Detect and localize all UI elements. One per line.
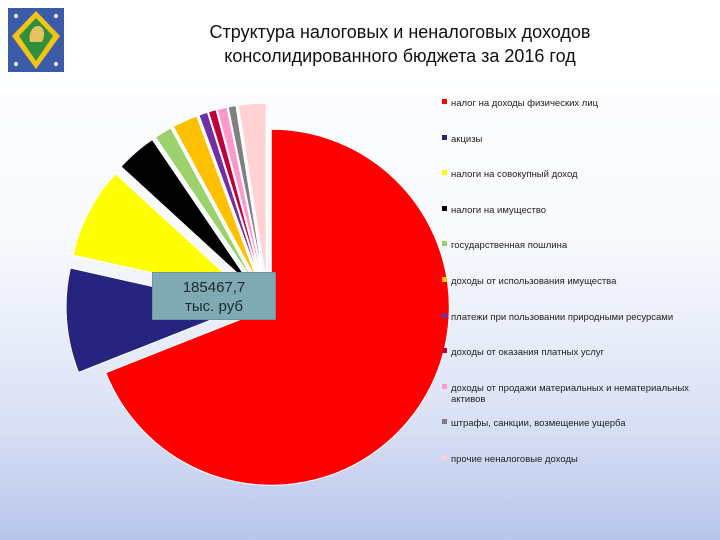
legend-item-3: налоги на совокупный доход	[442, 163, 712, 199]
legend-label: доходы от оказания платных услуг	[451, 347, 605, 359]
pie-slice-1	[105, 128, 450, 486]
pie-slice-4	[120, 138, 253, 288]
pie-slice-5	[154, 127, 256, 285]
legend-label: штрафы, санкции, возмещение ущерба	[451, 418, 626, 430]
legend-swatch	[442, 241, 447, 247]
legend-swatch	[442, 454, 447, 460]
legend-label: акцизы	[451, 133, 483, 145]
chart-title-line-1: Структура налоговых и неналоговых доходо…	[209, 22, 591, 42]
pie-slice-10	[227, 105, 265, 282]
legend-item-10: штрафы, санкции, возмещение ущерба	[442, 412, 712, 448]
legend-swatch	[442, 348, 447, 354]
legend-swatch	[442, 276, 447, 282]
pie-slice-3	[72, 172, 249, 295]
chart-title-line-2: консолидированного бюджета за 2016 год	[224, 46, 576, 66]
chart-title: Структура налоговых и неналоговых доходо…	[110, 20, 690, 68]
legend-swatch	[442, 419, 447, 425]
coat-of-arms-icon	[8, 8, 64, 72]
pie-slice-6	[172, 115, 259, 284]
pie-slice-7	[198, 111, 261, 283]
legend-label: налог на доходы физических лиц	[451, 98, 599, 109]
legend-label: налоги на совокупный доход	[451, 169, 578, 181]
legend-label: прочие неналоговые доходы	[451, 453, 578, 465]
legend-item-7: платежи при пользовании природными ресур…	[442, 306, 712, 342]
legend-label: государственная пошлина	[451, 240, 568, 252]
value-callout-unit: тыс. руб	[185, 298, 243, 315]
legend-label: налоги на имущество	[451, 204, 547, 216]
legend-swatch	[442, 99, 447, 104]
legend-item-4: налоги на имущество	[442, 199, 712, 235]
chart-legend: налог на доходы физических лиц акцизы нало…	[442, 92, 712, 484]
legend-item-11: прочие неналоговые доходы	[442, 448, 712, 484]
value-callout-number: 185467,7	[182, 279, 246, 296]
legend-swatch	[442, 134, 447, 140]
legend-swatch	[442, 383, 447, 389]
legend-label: доходы от продажи материальных и нематер…	[451, 382, 689, 405]
legend-swatch	[442, 170, 447, 176]
legend-item-8: доходы от оказания платных услуг	[442, 341, 712, 377]
pie-slice-8	[207, 109, 262, 283]
legend-item-5: государственная пошлина	[442, 234, 712, 270]
legend-item-6: доходы от использования имущества	[442, 270, 712, 306]
pie-slice-9	[216, 106, 264, 282]
pie-slice-11	[237, 102, 267, 282]
legend-item-9: доходы от продажи материальных и нематер…	[442, 377, 712, 413]
legend-label: доходы от использования имущества	[451, 275, 617, 287]
legend-swatch	[442, 312, 447, 318]
legend-item-2: акцизы	[442, 128, 712, 164]
pie-slice-2	[65, 267, 246, 374]
legend-item-1: налог на доходы физических лиц	[442, 92, 712, 128]
value-callout: 185467,7 тыс. руб	[152, 272, 276, 320]
legend-label: платежи при пользовании природными ресур…	[451, 311, 674, 323]
legend-swatch	[442, 205, 447, 211]
